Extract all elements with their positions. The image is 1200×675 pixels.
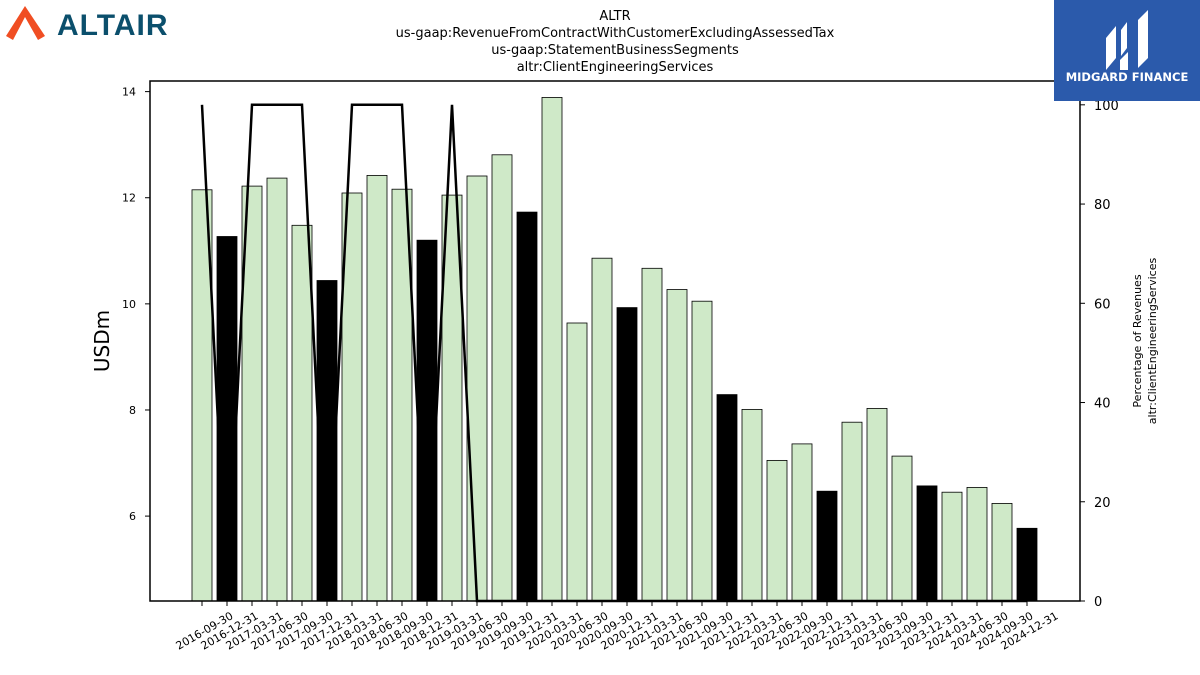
bar-2024-12-31 xyxy=(1016,527,1038,602)
y-tick-label-left-6: 6 xyxy=(129,510,136,523)
bar-2020-03-31 xyxy=(541,97,563,602)
bar-2020-09-30 xyxy=(591,257,613,602)
y-tick-label-right-80: 80 xyxy=(1094,198,1111,213)
bar-2024-03-31 xyxy=(941,491,963,602)
bar-2018-06-30 xyxy=(366,174,388,602)
bar-series xyxy=(191,97,1038,602)
chart-title-line-4: altr:ClientEngineeringServices xyxy=(517,60,714,75)
bar-2020-12-31 xyxy=(616,307,638,602)
bar-2017-06-30 xyxy=(266,177,288,602)
bar-2021-09-30 xyxy=(691,300,713,602)
plot-frame xyxy=(149,80,1081,602)
bar-2024-06-30 xyxy=(966,486,988,602)
y-tick-label-right-40: 40 xyxy=(1094,397,1111,412)
midgard-finance-logo: MIDGARD FINANCE xyxy=(1054,0,1200,101)
y-tick-label-right-20: 20 xyxy=(1094,496,1111,511)
bar-2016-12-31 xyxy=(216,236,238,602)
y-axis-left: 6 8 10 12 14 xyxy=(122,86,150,523)
bar-2023-12-31 xyxy=(916,485,938,602)
bar-2018-12-31 xyxy=(416,239,438,602)
bar-2021-06-30 xyxy=(666,289,688,602)
y-tick-label-left-14: 14 xyxy=(122,86,136,99)
bar-2024-09-30 xyxy=(991,502,1013,602)
y-tick-label-right-100: 100 xyxy=(1094,99,1119,114)
y-tick-label-left-12: 12 xyxy=(122,192,136,205)
bar-2019-06-30 xyxy=(466,175,488,602)
bar-2023-09-30 xyxy=(891,455,913,602)
altair-mark-icon xyxy=(6,6,45,40)
chart-title-line-3: us-gaap:StatementBusinessSegments xyxy=(491,43,739,58)
bar-2022-06-30 xyxy=(766,459,788,602)
x-axis: 2016-09-302016-12-312017-03-312017-06-30… xyxy=(174,601,1061,653)
altair-wordmark: ALTAIR xyxy=(57,9,169,42)
y-axis-label-left: USDm xyxy=(90,310,114,372)
chart-title-line-1: ALTR xyxy=(599,9,630,24)
chart-title: ALTR us-gaap:RevenueFromContractWithCust… xyxy=(396,9,835,75)
bar-2022-12-31 xyxy=(816,490,838,602)
bar-2023-03-31 xyxy=(841,421,863,602)
y-axis-right: 0 20 40 60 80 100 xyxy=(1080,99,1119,610)
y-tick-label-left-10: 10 xyxy=(122,298,136,311)
y-tick-label-right-0: 0 xyxy=(1094,595,1102,610)
altair-logo: ALTAIR xyxy=(4,2,194,46)
bar-2021-12-31 xyxy=(716,394,738,602)
bar-2020-06-30 xyxy=(566,322,588,602)
bar-2023-06-30 xyxy=(866,407,888,602)
bar-2022-03-31 xyxy=(741,408,763,602)
chart-title-line-2: us-gaap:RevenueFromContractWithCustomerE… xyxy=(396,26,835,41)
y-tick-label-right-60: 60 xyxy=(1094,297,1111,312)
bar-2021-03-31 xyxy=(641,267,663,602)
bar-2019-12-31 xyxy=(516,211,538,602)
midgard-mark-icon xyxy=(1106,10,1148,70)
bar-2017-09-30 xyxy=(291,224,313,602)
bar-2019-09-30 xyxy=(491,154,513,602)
midgard-wordmark: MIDGARD FINANCE xyxy=(1066,70,1189,84)
bar-2022-09-30 xyxy=(791,443,813,602)
y-tick-label-left-8: 8 xyxy=(129,404,136,417)
y-axis-label-right-line-1: Percentage of Revenues xyxy=(1131,274,1144,407)
y-axis-label-right-line-2: altr:ClientEngineeringServices xyxy=(1146,258,1159,425)
